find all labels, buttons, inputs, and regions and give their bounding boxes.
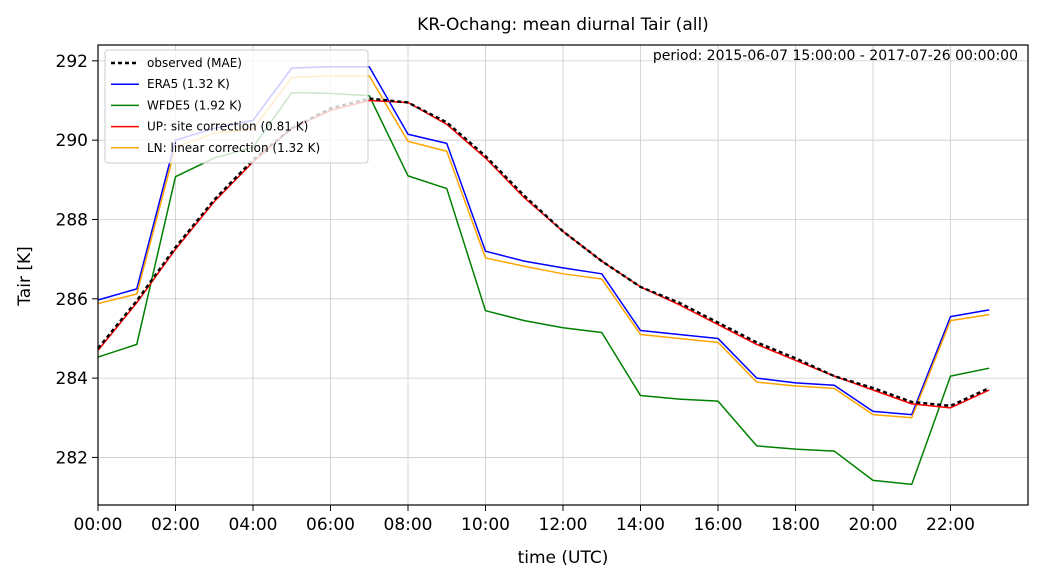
y-tick-label: 292 bbox=[56, 52, 88, 72]
y-tick-label: 284 bbox=[56, 369, 88, 389]
x-tick-label: 02:00 bbox=[151, 515, 200, 535]
y-tick-label: 288 bbox=[56, 210, 88, 230]
x-tick-label: 16:00 bbox=[694, 515, 743, 535]
chart-title: KR-Ochang: mean diurnal Tair (all) bbox=[417, 15, 709, 35]
y-tick-label: 286 bbox=[56, 290, 88, 310]
x-tick-label: 18:00 bbox=[771, 515, 820, 535]
series-line-3 bbox=[97, 99, 990, 409]
x-tick-label: 00:00 bbox=[74, 515, 123, 535]
x-tick-label: 22:00 bbox=[926, 515, 975, 535]
legend-label: ERA5 (1.32 K) bbox=[147, 77, 230, 91]
period-annotation: period: 2015-06-07 15:00:00 - 2017-07-26… bbox=[653, 48, 1018, 64]
x-axis-label: time (UTC) bbox=[518, 548, 609, 568]
y-axis-ticks: 282 284 286 288 290 292 bbox=[56, 52, 98, 468]
x-axis-ticks: 00:00 02:00 04:00 06:00 08:00 10:00 12:00 14:00… bbox=[74, 505, 975, 535]
x-tick-label: 08:00 bbox=[384, 515, 433, 535]
y-axis-label: Tair [K] bbox=[15, 246, 35, 307]
legend-label: UP: site correction (0.81 K) bbox=[147, 120, 308, 134]
x-tick-label: 12:00 bbox=[539, 515, 588, 535]
x-tick-label: 06:00 bbox=[306, 515, 355, 535]
x-tick-label: 20:00 bbox=[849, 515, 898, 535]
legend-label: observed (MAE) bbox=[147, 56, 242, 70]
legend-box bbox=[104, 49, 369, 164]
legend-label: LN: linear correction (1.32 K) bbox=[147, 141, 320, 155]
x-tick-label: 14:00 bbox=[616, 515, 665, 535]
x-tick-label: 10:00 bbox=[461, 515, 510, 535]
legend-label: WFDE5 (1.92 K) bbox=[147, 98, 242, 112]
legend: observed (MAE) ERA5 (1.32 K) WFDE5 (1.92 K… bbox=[104, 49, 369, 164]
y-tick-label: 290 bbox=[56, 131, 88, 151]
y-tick-label: 282 bbox=[56, 448, 88, 468]
x-tick-label: 04:00 bbox=[229, 515, 278, 535]
